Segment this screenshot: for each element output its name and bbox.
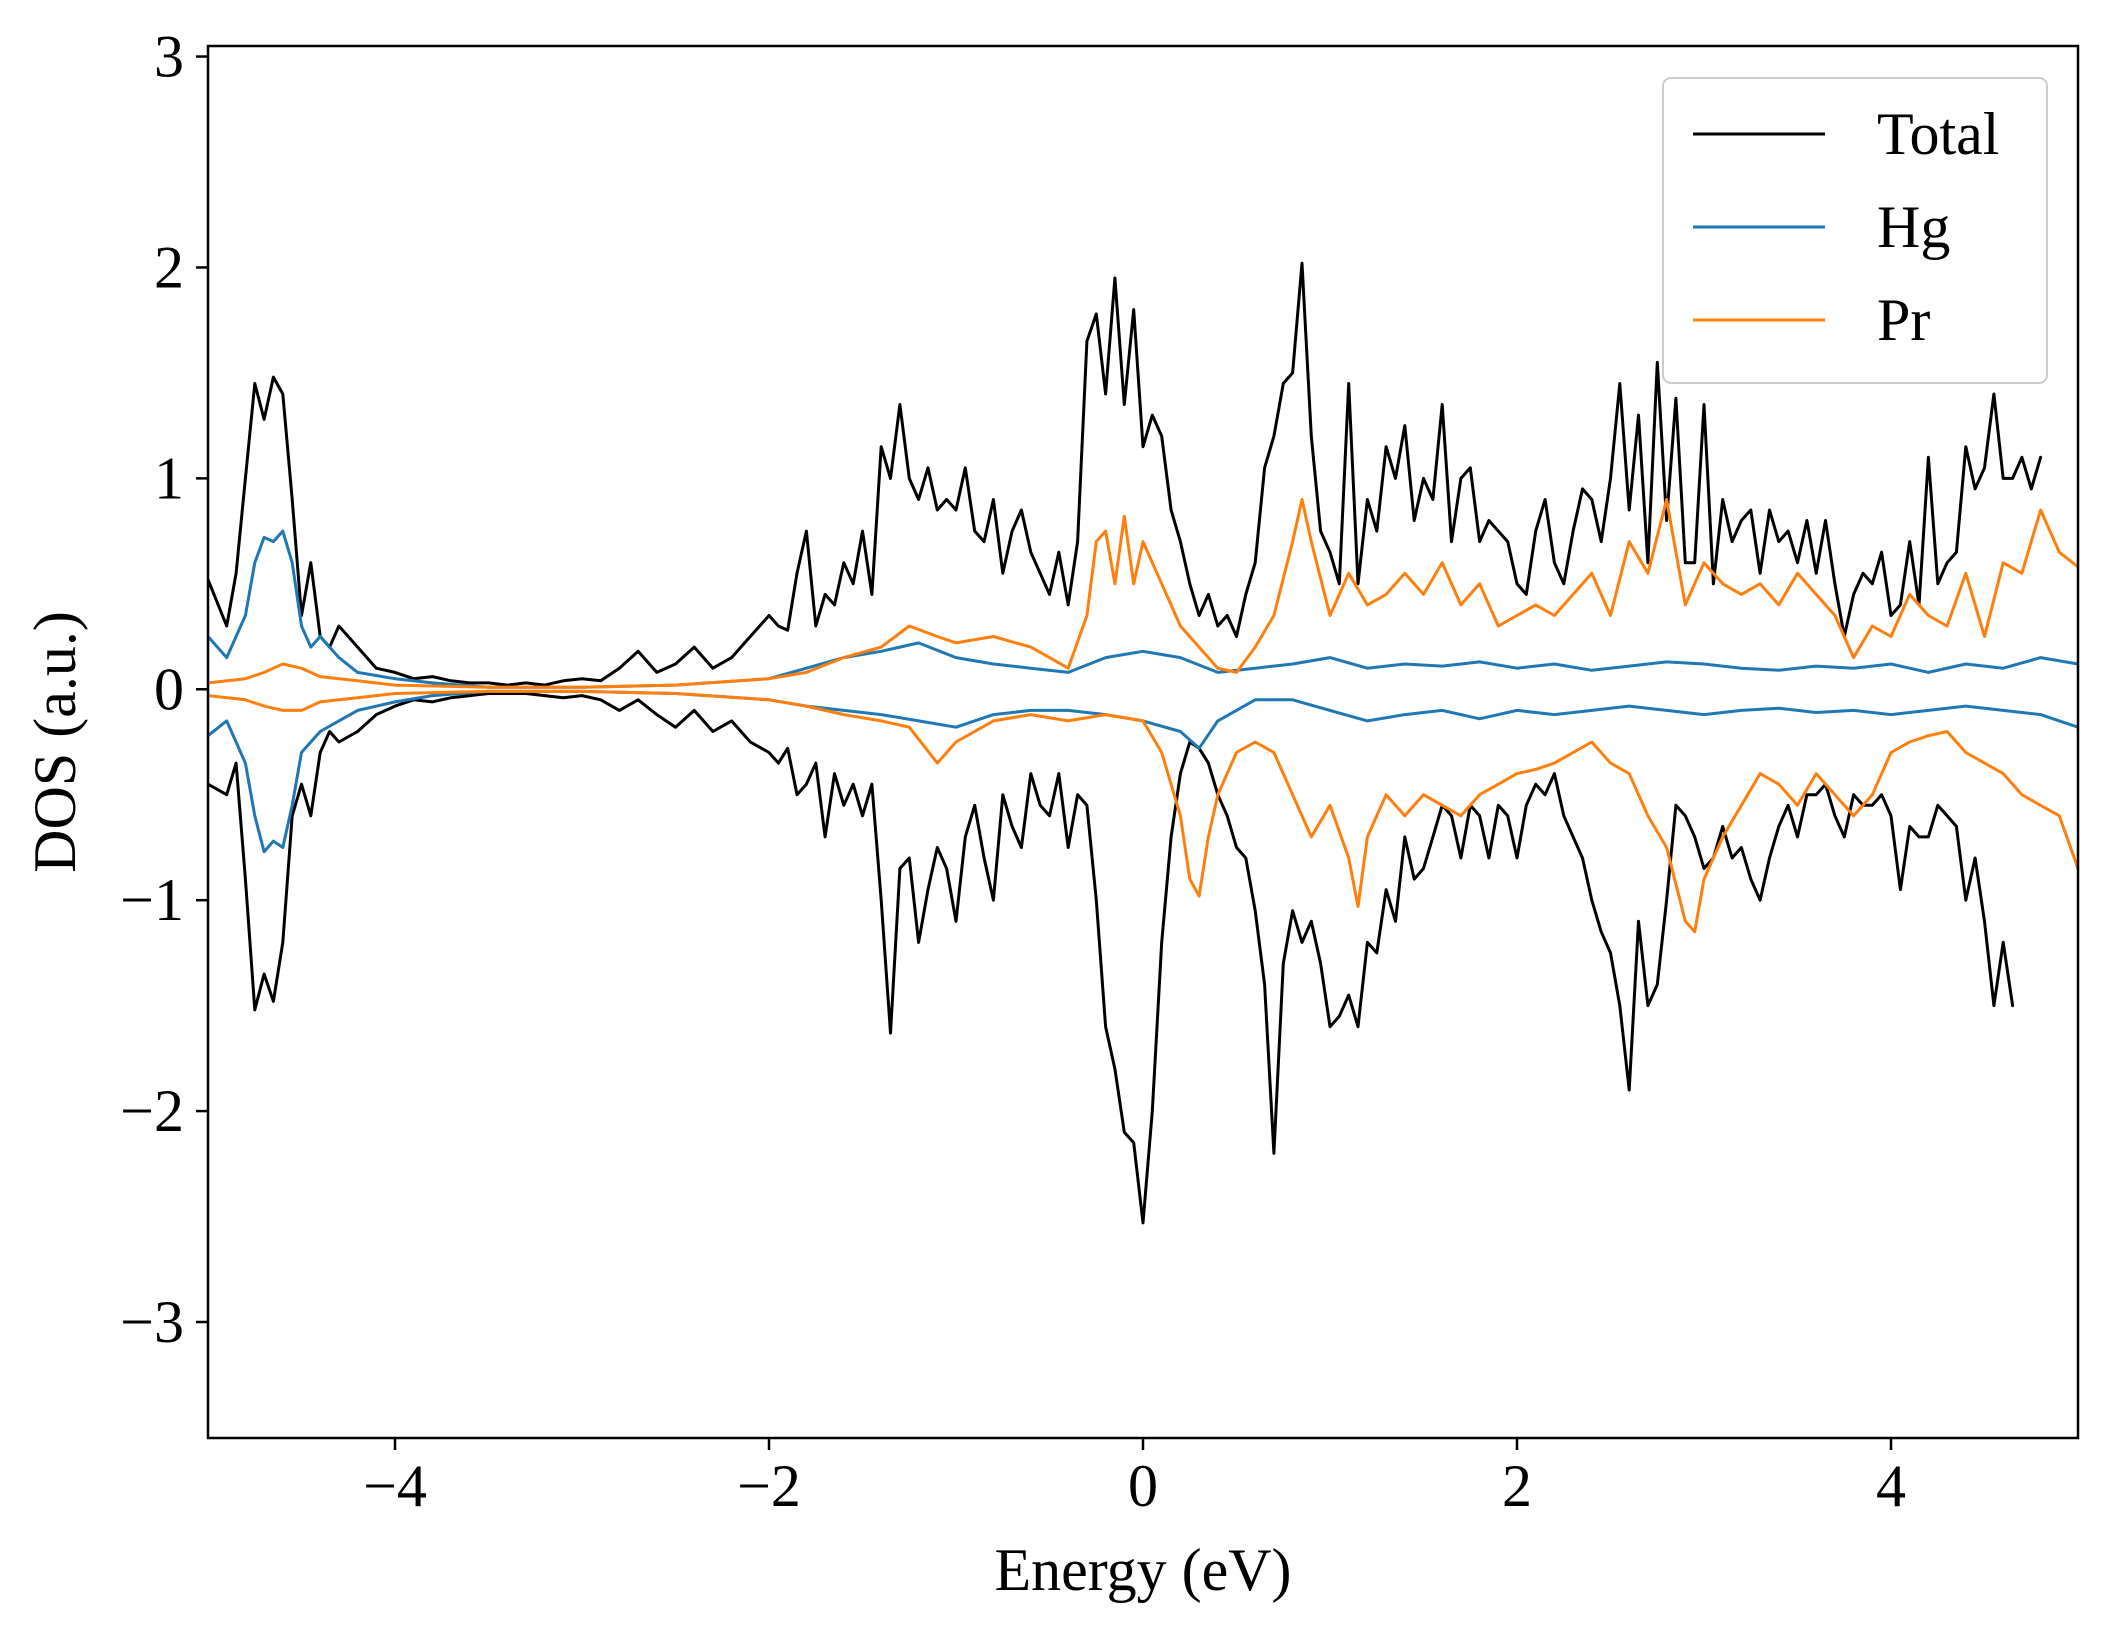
x-tick-label: 4 bbox=[1876, 1453, 1906, 1519]
y-tick-label: −1 bbox=[120, 867, 184, 933]
x-tick-label: −4 bbox=[363, 1453, 427, 1519]
y-tick-label: 2 bbox=[154, 234, 184, 300]
legend-box bbox=[1662, 77, 2048, 384]
legend-label-pr: Pr bbox=[1877, 287, 1930, 353]
x-tick-label: 2 bbox=[1502, 1453, 1532, 1519]
y-tick-label: 1 bbox=[154, 445, 184, 511]
x-tick-label: 0 bbox=[1128, 1453, 1158, 1519]
x-tick-label: −2 bbox=[737, 1453, 801, 1519]
series-pr-down-line bbox=[208, 689, 2078, 934]
series-layer bbox=[208, 261, 2078, 1225]
y-axis-title: DOS (a.u.) bbox=[22, 611, 88, 873]
x-axis-title: Energy (eV) bbox=[994, 1537, 1291, 1603]
y-tick-label: −2 bbox=[120, 1078, 184, 1144]
legend-label-hg: Hg bbox=[1877, 194, 1950, 260]
series-total-down-line bbox=[208, 692, 2015, 1225]
x-axis: −4 −2 0 2 4 bbox=[363, 1438, 1906, 1519]
series-total-up-line bbox=[208, 261, 2043, 687]
legend-label-total: Total bbox=[1877, 101, 1999, 167]
series-pr-up-line bbox=[208, 498, 2078, 689]
series-hg-up-line bbox=[208, 529, 2078, 689]
legend: Total Hg Pr bbox=[1662, 77, 2048, 384]
y-axis: −3 −2 −1 0 1 2 3 bbox=[120, 24, 208, 1355]
y-tick-label: 3 bbox=[154, 24, 184, 90]
y-tick-label: −3 bbox=[120, 1289, 184, 1355]
y-tick-label: 0 bbox=[154, 656, 184, 722]
